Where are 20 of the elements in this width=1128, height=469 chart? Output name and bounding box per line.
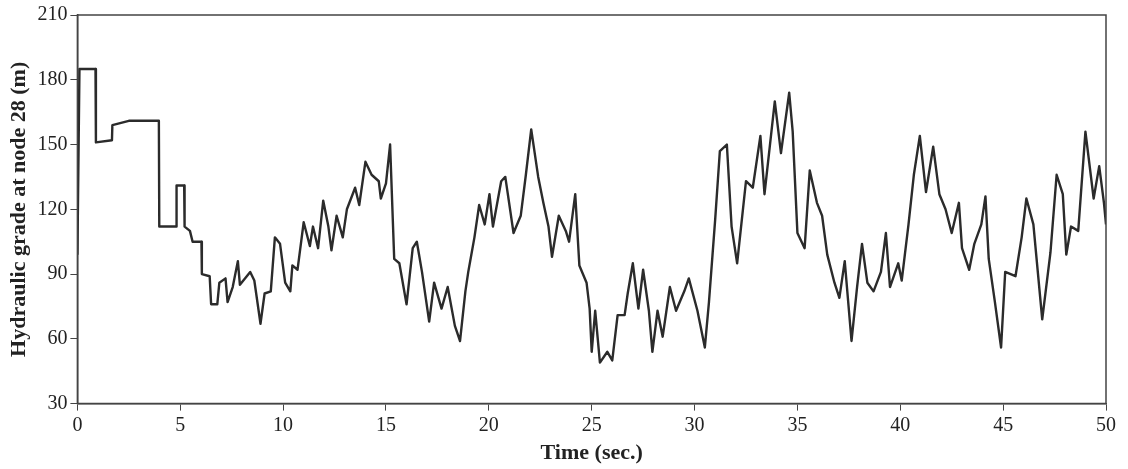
x-tick-label: 5 bbox=[175, 412, 186, 435]
x-tick-label: 50 bbox=[1096, 412, 1116, 435]
y-tick-label: 210 bbox=[37, 2, 68, 25]
x-axis-title: Time (sec.) bbox=[540, 439, 643, 465]
y-tick-label: 120 bbox=[37, 196, 68, 219]
y-tick-label: 180 bbox=[37, 67, 68, 90]
y-tick-label: 90 bbox=[47, 261, 68, 284]
x-tick-label: 15 bbox=[375, 412, 396, 435]
x-tick-label: 10 bbox=[273, 412, 294, 435]
y-tick-label: 150 bbox=[37, 131, 68, 154]
y-tick-label: 30 bbox=[47, 390, 68, 413]
x-tick-label: 45 bbox=[993, 412, 1014, 435]
y-axis-title: Hydraulic grade at node 28 (m) bbox=[4, 61, 30, 357]
y-tick-label: 60 bbox=[47, 326, 68, 349]
x-tick-label: 40 bbox=[890, 412, 911, 435]
x-tick-label: 30 bbox=[684, 412, 705, 435]
x-tick-label: 0 bbox=[72, 412, 83, 435]
x-tick-label: 25 bbox=[581, 412, 602, 435]
x-tick-label: 20 bbox=[478, 412, 499, 435]
x-tick-label: 35 bbox=[787, 412, 808, 435]
